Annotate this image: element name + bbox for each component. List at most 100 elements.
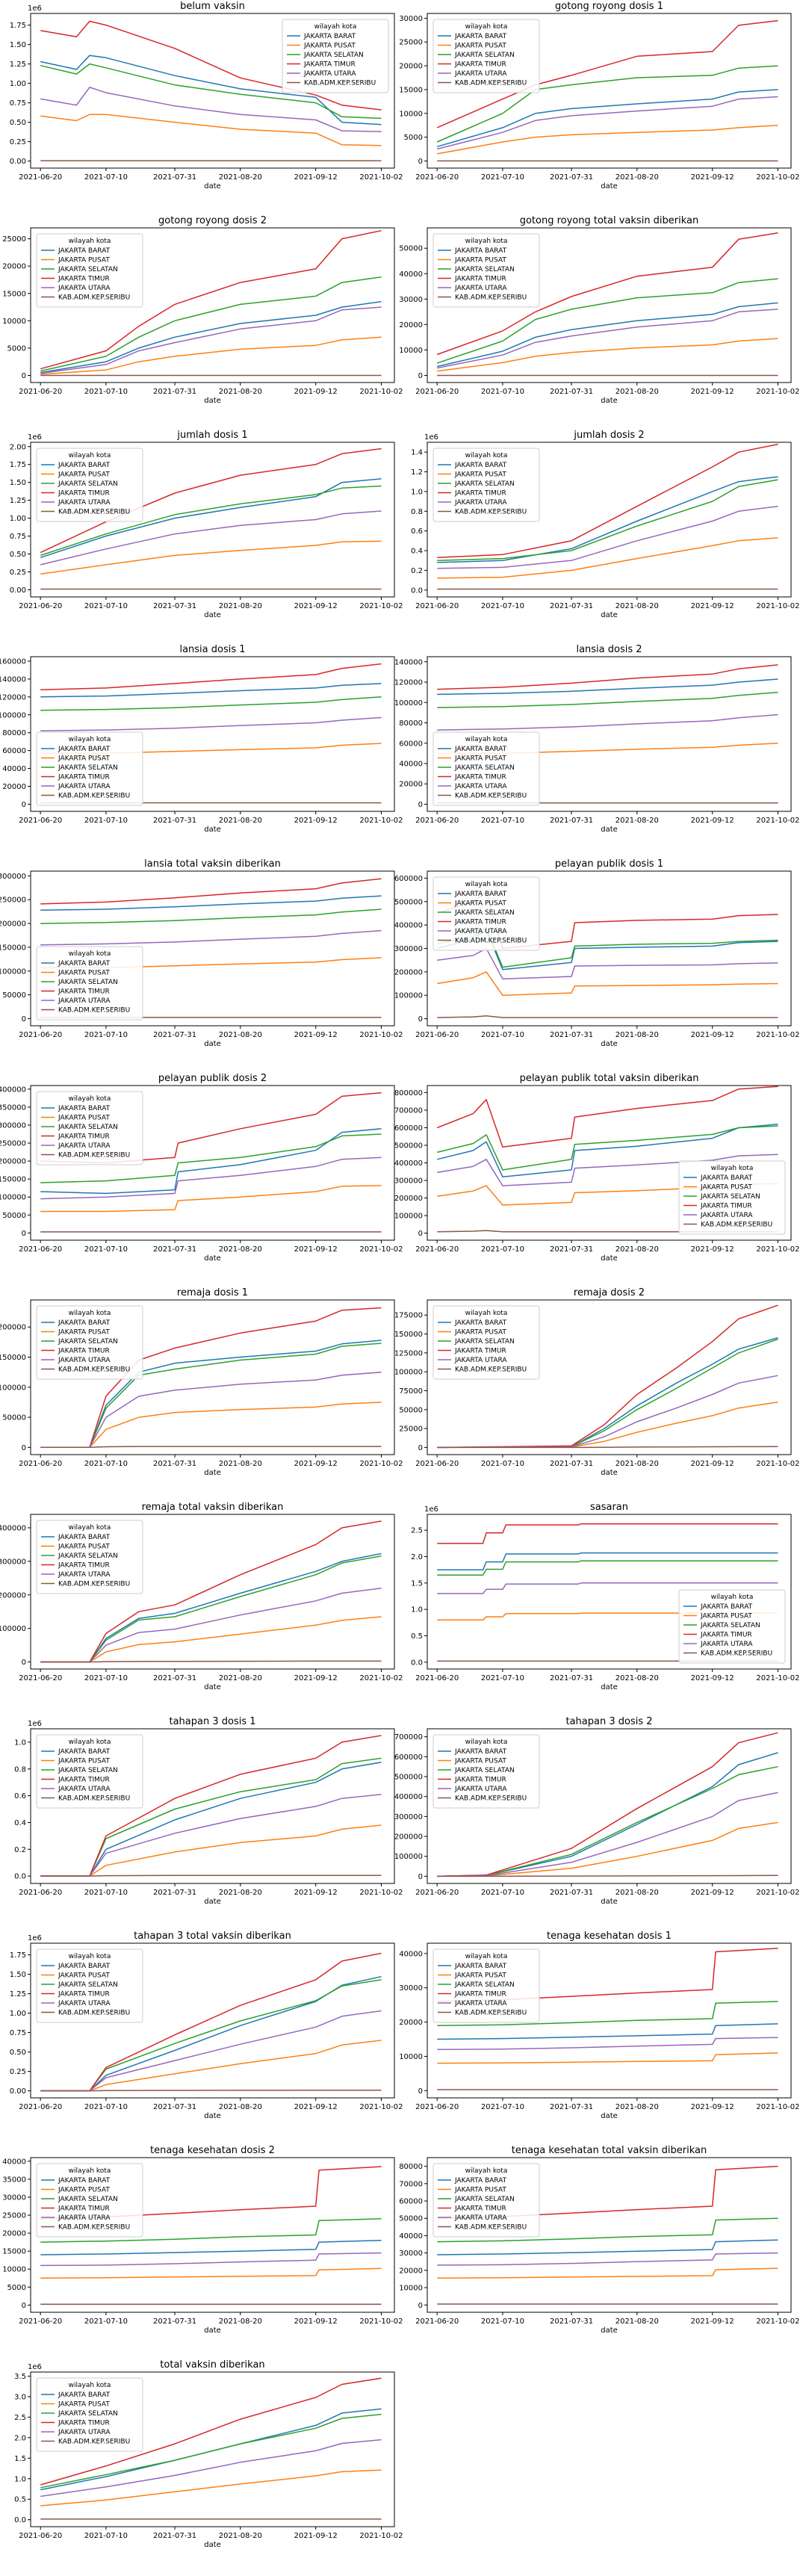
x-tick-label: 2021-07-31 (153, 1674, 196, 1682)
x-axis-label: date (204, 2541, 221, 2549)
x-tick-label: 2021-07-10 (481, 1889, 524, 1897)
series-line (40, 1446, 382, 1449)
y-tick-label: 120000 (394, 679, 423, 687)
x-tick-label: 2021-10-02 (756, 173, 799, 182)
x-tick-label: 2021-07-31 (550, 817, 593, 825)
legend-entry: JAKARTA SELATAN (58, 266, 118, 273)
x-tick-label: 2021-07-31 (550, 1674, 593, 1682)
x-tick-label: 2021-10-02 (756, 1889, 799, 1897)
legend-entry: JAKARTA SELATAN (700, 1622, 760, 1629)
legend-entry: JAKARTA TIMUR (454, 919, 506, 926)
x-axis-label: date (601, 1040, 618, 1048)
legend-entry: KAB.ADM.KEP.SERIBU (58, 294, 130, 302)
x-tick-label: 2021-08-20 (219, 1460, 262, 1468)
y-tick-label: 1.0 (14, 1739, 26, 1747)
x-tick-label: 2021-07-10 (481, 173, 524, 182)
series-line (40, 2439, 382, 2498)
series-line (437, 1375, 778, 1449)
plot-frame (427, 1728, 792, 1884)
x-tick-label: 2021-09-12 (691, 1031, 734, 1039)
legend-entry: KAB.ADM.KEP.SERIBU (455, 1795, 527, 1803)
x-tick-label: 2021-10-02 (756, 602, 799, 610)
x-tick-label: 2021-09-12 (294, 1460, 338, 1468)
series-line (40, 2469, 382, 2507)
legend-entry: JAKARTA BARAT (454, 1748, 507, 1756)
legend-entry: JAKARTA SELATAN (58, 979, 118, 986)
series-line (437, 1792, 778, 1877)
legend-entry: JAKARTA PUSAT (58, 2187, 110, 2194)
x-axis-label: date (601, 1898, 618, 1906)
legend-entry: JAKARTA TIMUR (454, 1777, 506, 1784)
legend-entry: JAKARTA TIMUR (454, 774, 506, 781)
y-tick-label: 3.5 (14, 2373, 26, 2381)
x-tick-label: 2021-08-20 (219, 1245, 262, 1254)
legend-entry: JAKARTA UTARA (700, 1641, 753, 1648)
y-tick-label: 50000 (2, 1414, 26, 1422)
y-tick-label: 80000 (399, 2163, 423, 2171)
y-tick-label: 125000 (394, 1349, 423, 1357)
chart-title: sasaran (590, 1502, 628, 1513)
y-tick-label: 0 (418, 1873, 423, 1881)
y-tick-label: 20000 (399, 2019, 423, 2027)
series-line (40, 1794, 382, 1877)
x-tick-label: 2021-08-20 (615, 602, 659, 610)
y-tick-label: 30000 (399, 296, 423, 304)
legend-entry: JAKARTA SELATAN (58, 764, 118, 772)
x-tick-label: 2021-08-20 (219, 2103, 262, 2111)
axis-multiplier: 1e6 (424, 1505, 438, 1514)
y-tick-label: 80000 (2, 729, 26, 737)
series-line (40, 485, 382, 557)
legend-entry: JAKARTA BARAT (700, 1603, 753, 1611)
legend-entry: KAB.ADM.KEP.SERIBU (455, 509, 527, 516)
y-tick-label: 0 (418, 372, 423, 380)
legend-box (36, 1948, 143, 2023)
chart-title: tahapan 3 dosis 1 (169, 1716, 255, 1727)
plot-frame (427, 1085, 792, 1241)
x-tick-label: 2021-09-12 (294, 388, 338, 396)
x-tick-label: 2021-06-20 (415, 1889, 459, 1897)
y-tick-label: 2.0 (14, 2434, 26, 2442)
series-line (437, 443, 778, 559)
series-line (437, 2252, 778, 2266)
x-tick-label: 2021-08-20 (219, 2318, 262, 2326)
y-tick-label: 1.0 (411, 488, 423, 496)
y-tick-label: 1.25 (10, 497, 26, 505)
legend-entry: JAKARTA SELATAN (303, 52, 364, 59)
x-tick-label: 2021-09-12 (294, 1889, 338, 1897)
legend-entry: JAKARTA PUSAT (454, 471, 506, 479)
series-line (437, 713, 778, 731)
y-tick-label: 40000 (2, 765, 26, 773)
y-tick-label: 0 (22, 1230, 26, 1238)
x-tick-label: 2021-07-31 (550, 1031, 593, 1039)
legend-title: wilayah kota (465, 1953, 508, 1960)
legend-entry: JAKARTA PUSAT (700, 1184, 752, 1192)
series-line (436, 232, 778, 356)
y-tick-label: 1.00 (10, 515, 26, 523)
plot-frame (427, 1942, 792, 2099)
y-tick-label: 50000 (2, 1212, 26, 1220)
x-tick-label: 2021-06-20 (415, 817, 459, 825)
legend-title: wilayah kota (711, 1165, 754, 1172)
legend-entry: JAKARTA SELATAN (454, 1767, 515, 1774)
x-tick-label: 2021-08-20 (615, 2103, 659, 2111)
legend-entry: JAKARTA UTARA (58, 1571, 111, 1579)
legend-box (282, 19, 389, 93)
y-tick-label: 30000 (399, 15, 423, 23)
y-tick-label: 3.0 (14, 2393, 26, 2401)
y-tick-label: 0 (418, 801, 423, 809)
y-tick-label: 1.2 (411, 468, 423, 477)
y-tick-label: 10000 (399, 110, 423, 118)
legend-title: wilayah kota (69, 452, 111, 459)
chart-title: pelayan publik dosis 2 (158, 1073, 267, 1084)
legend-box (432, 19, 540, 93)
legend-entry: JAKARTA UTARA (58, 997, 111, 1005)
y-tick-label: 0.0 (411, 586, 423, 595)
legend-entry: JAKARTA SELATAN (454, 52, 515, 59)
x-tick-label: 2021-09-12 (691, 602, 734, 610)
legend-entry: JAKARTA BARAT (303, 33, 356, 40)
plot-frame (30, 13, 395, 169)
series-line (437, 1338, 778, 1449)
legend-entry: KAB.ADM.KEP.SERIBU (58, 1581, 130, 1588)
